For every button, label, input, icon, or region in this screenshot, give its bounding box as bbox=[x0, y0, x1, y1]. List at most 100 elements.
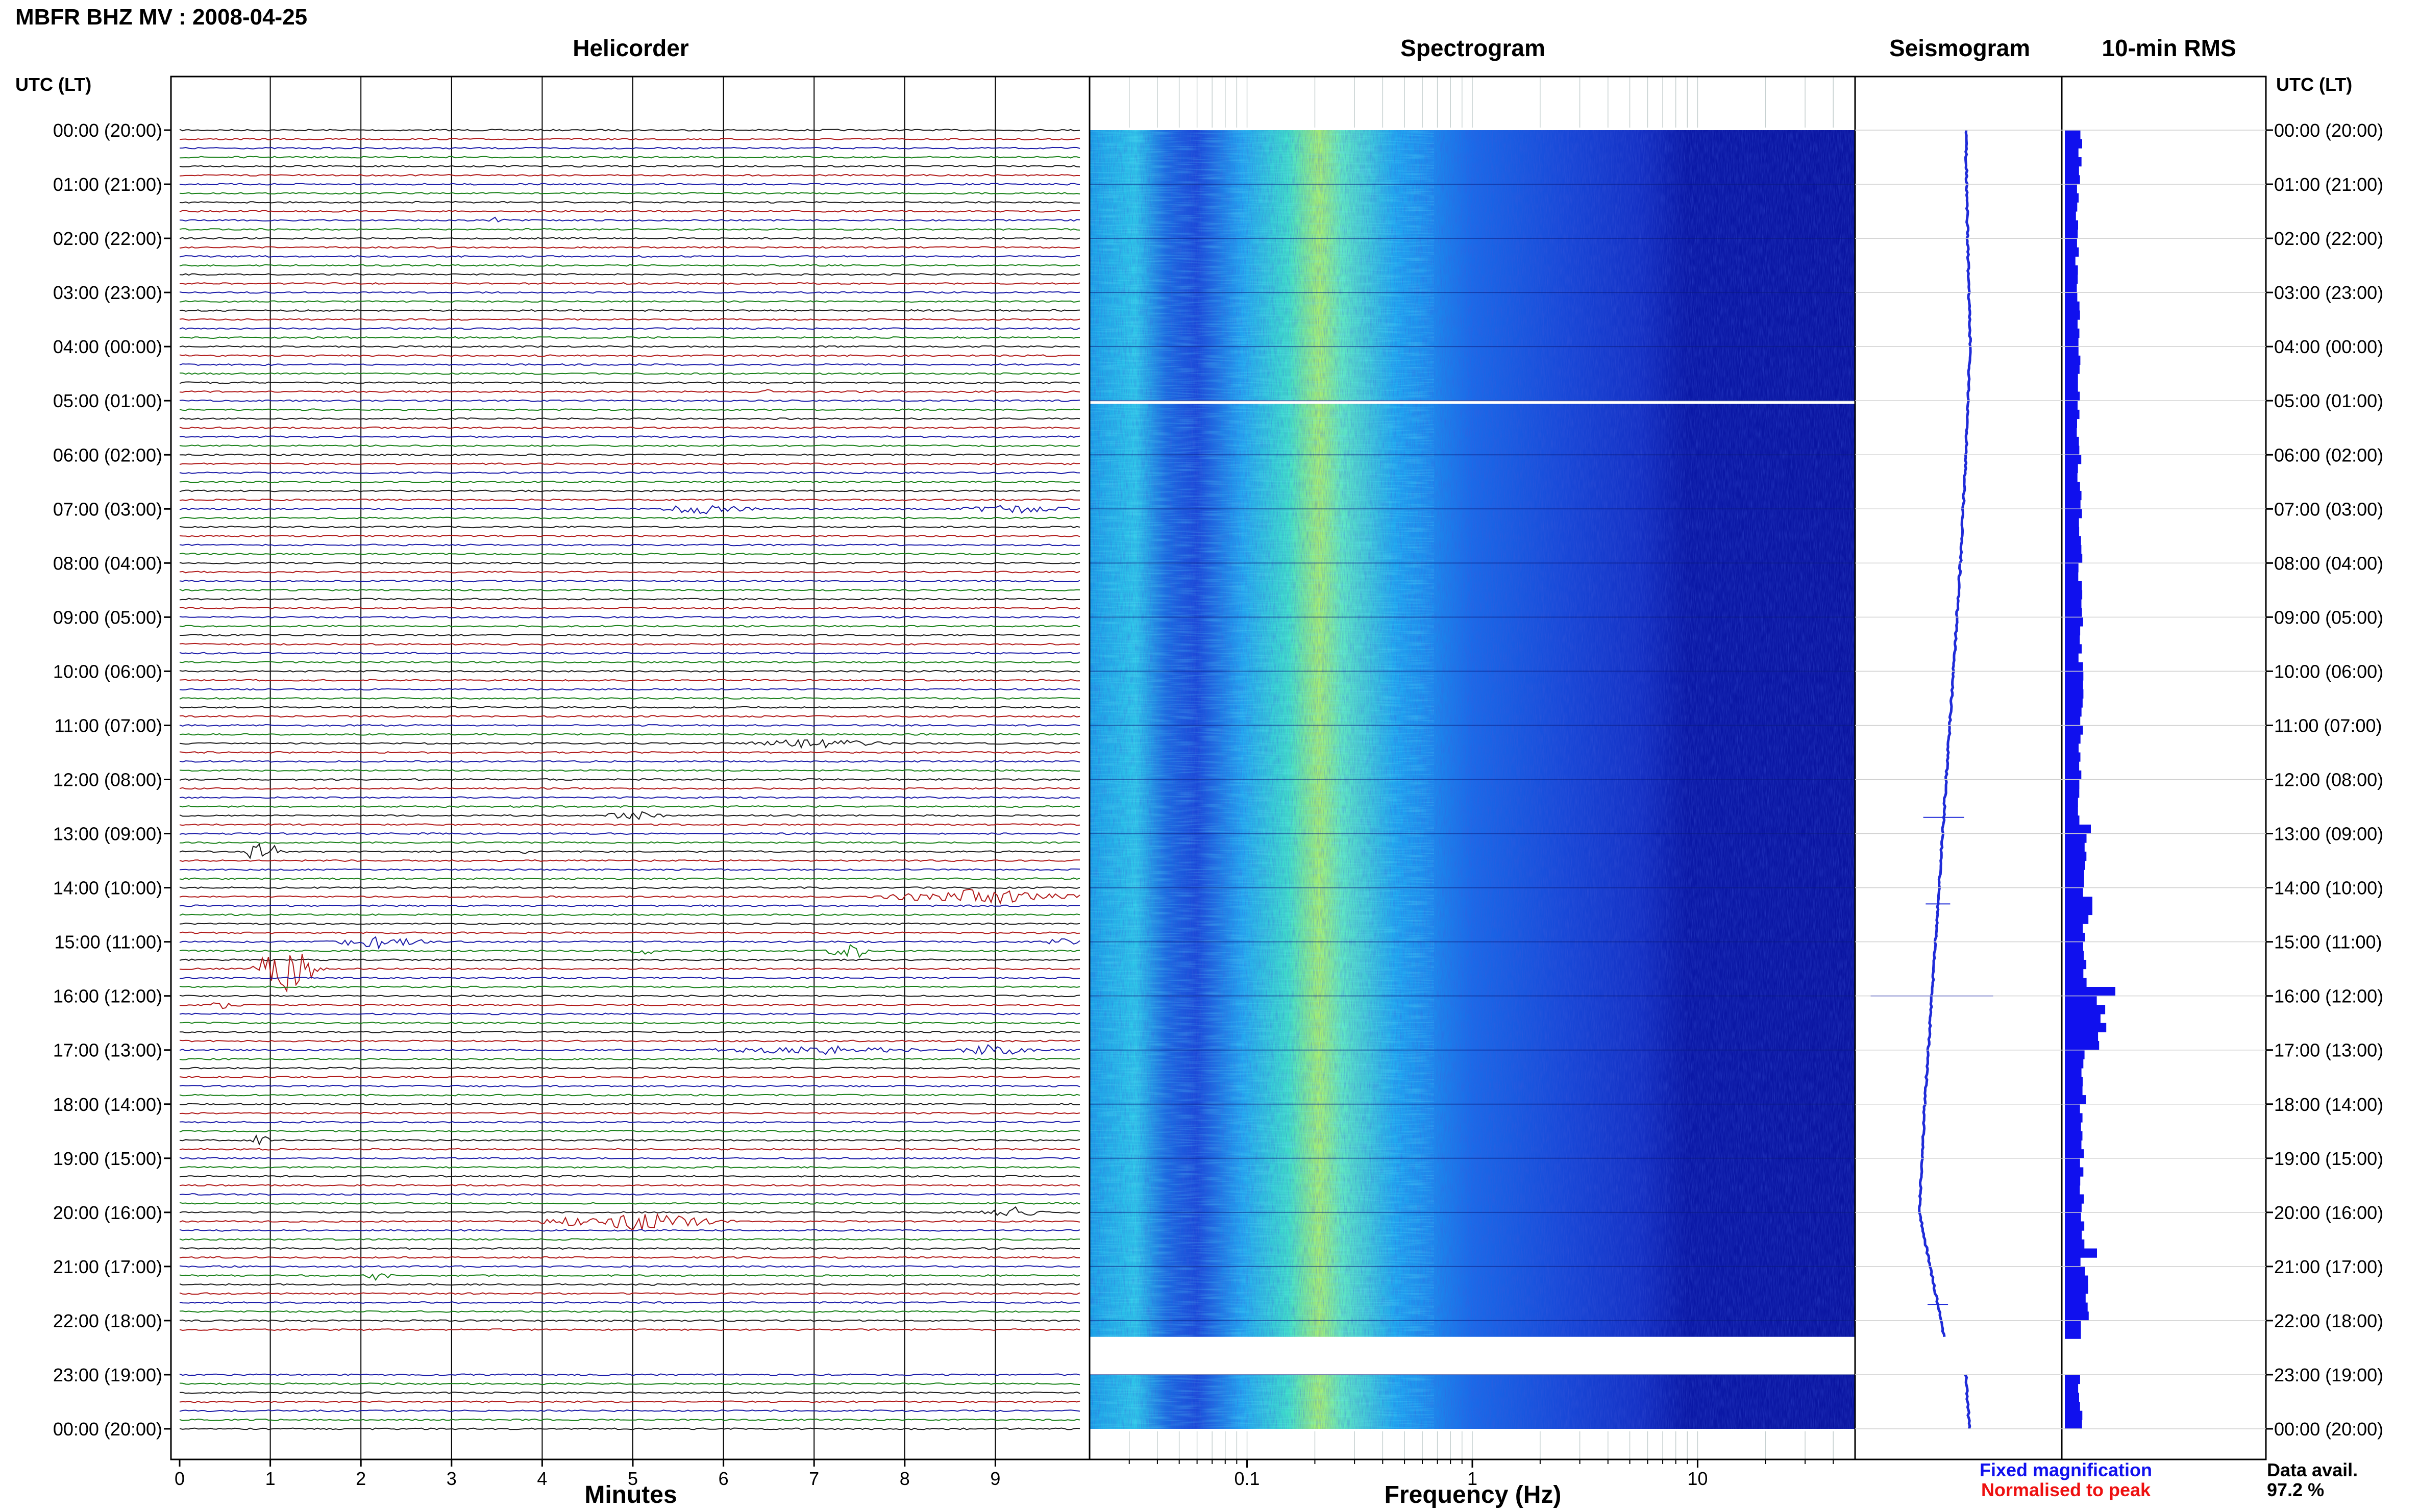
helicorder-trace bbox=[179, 336, 1080, 339]
helicorder-trace bbox=[179, 787, 1080, 790]
rms-bar bbox=[2065, 445, 2080, 455]
helicorder-trace bbox=[179, 615, 1080, 618]
rms-bar bbox=[2065, 1374, 2080, 1384]
minute-tick-label: 5 bbox=[628, 1468, 638, 1489]
rms-bar bbox=[2065, 554, 2083, 563]
y-tick-label-right: 10:00 (06:00) bbox=[2274, 661, 2383, 682]
helicorder-trace bbox=[179, 868, 1080, 871]
helicorder-trace bbox=[179, 922, 1080, 925]
spectrogram-title: Spectrogram bbox=[1400, 35, 1545, 61]
y-tick-label-right: 21:00 (17:00) bbox=[2274, 1256, 2383, 1277]
rms-bar bbox=[2065, 924, 2083, 933]
rms-bars bbox=[2065, 130, 2115, 1429]
y-tick-label-right: 20:00 (16:00) bbox=[2274, 1202, 2383, 1223]
rms-bar bbox=[2065, 1302, 2088, 1312]
helicorder-trace bbox=[179, 318, 1080, 321]
rms-title: 10-min RMS bbox=[2102, 35, 2236, 61]
rms-bar bbox=[2065, 1131, 2083, 1141]
helicorder-trace bbox=[179, 1184, 1080, 1187]
rms-bar bbox=[2065, 238, 2077, 248]
rms-bar bbox=[2065, 851, 2087, 861]
rms-bar bbox=[2065, 1383, 2079, 1393]
helicorder-trace bbox=[179, 995, 1080, 998]
helicorder-trace bbox=[179, 1265, 1080, 1268]
rms-bar bbox=[2065, 1014, 2101, 1024]
helicorder-trace bbox=[179, 1400, 1080, 1403]
helicorder-trace bbox=[179, 688, 1080, 691]
rms-bar bbox=[2065, 527, 2080, 536]
helicorder-trace bbox=[179, 1084, 1080, 1087]
rms-bar bbox=[2065, 1393, 2079, 1402]
helicorder-trace bbox=[179, 246, 1080, 249]
helicorder-trace bbox=[179, 165, 1080, 168]
helicorder-trace bbox=[180, 1030, 1080, 1033]
helicorder-trace bbox=[179, 1044, 1080, 1055]
minute-tick-label: 1 bbox=[265, 1468, 276, 1489]
rms-bar bbox=[2065, 878, 2084, 888]
rms-bar bbox=[2065, 473, 2078, 482]
helicorder-trace bbox=[179, 888, 1080, 905]
helicorder-trace bbox=[179, 1328, 1080, 1331]
minute-tick-label: 8 bbox=[900, 1468, 910, 1489]
helicorder-trace bbox=[179, 354, 1080, 357]
rms-bar bbox=[2065, 1185, 2080, 1195]
spectrogram-streaks bbox=[1090, 1374, 1434, 1429]
rms-bar bbox=[2065, 581, 2082, 590]
helicorder-trace bbox=[179, 738, 1080, 749]
y-tick-label-left: 14:00 (10:00) bbox=[53, 878, 162, 899]
y-tick-label-right: 19:00 (15:00) bbox=[2274, 1148, 2383, 1169]
rms-bar bbox=[2065, 978, 2087, 987]
frequency-axis-label: Frequency (Hz) bbox=[1385, 1481, 1562, 1508]
helicorder-trace bbox=[179, 724, 1080, 727]
helicorder-trace bbox=[179, 805, 1080, 808]
rms-bar bbox=[2065, 355, 2081, 365]
y-tick-label-left: 18:00 (14:00) bbox=[53, 1094, 162, 1115]
helicorder-trace bbox=[179, 1121, 1080, 1124]
y-tick-label-left: 09:00 (05:00) bbox=[53, 607, 162, 628]
rms-bar bbox=[2065, 1140, 2082, 1150]
seismogram-frame bbox=[1854, 76, 2063, 1460]
helicorder-trace bbox=[179, 389, 1080, 393]
rms-bar bbox=[2065, 761, 2080, 771]
seismogram-title: Seismogram bbox=[1889, 35, 2030, 61]
helicorder-trace bbox=[179, 1292, 1080, 1295]
y-tick-label-left: 02:00 (22:00) bbox=[53, 228, 162, 249]
y-tick-label-left: 22:00 (18:00) bbox=[53, 1310, 162, 1331]
rms-bar bbox=[2065, 337, 2079, 347]
y-tick-label-left: 10:00 (06:00) bbox=[53, 661, 162, 682]
helicorder-trace bbox=[179, 156, 1080, 159]
helicorder-title: Helicorder bbox=[573, 35, 689, 61]
y-tick-label-right: 22:00 (18:00) bbox=[2274, 1310, 2383, 1331]
rms-bar bbox=[2065, 1401, 2080, 1411]
y-tick-label-right: 07:00 (03:00) bbox=[2274, 499, 2383, 519]
rms-bar bbox=[2065, 1041, 2100, 1051]
helicorder-trace bbox=[179, 823, 1080, 826]
helicorder-trace bbox=[179, 1166, 1080, 1169]
helicorder-trace bbox=[179, 936, 1080, 950]
y-tick-label-right: 00:00 (20:00) bbox=[2274, 120, 2383, 141]
y-tick-label-right: 00:00 (20:00) bbox=[2274, 1419, 2383, 1440]
rms-bar bbox=[2065, 283, 2077, 293]
rms-bar bbox=[2065, 1023, 2107, 1032]
rms-bar bbox=[2065, 184, 2077, 194]
rms-bar bbox=[2065, 1149, 2084, 1159]
helicorder-trace bbox=[179, 444, 1080, 448]
rms-bar bbox=[2065, 905, 2092, 915]
rms-bar bbox=[2065, 653, 2079, 663]
helicorder-trace bbox=[179, 282, 1080, 285]
helicorder-trace bbox=[179, 1409, 1080, 1412]
helicorder-trace bbox=[179, 553, 1080, 556]
helicorder-trace bbox=[179, 489, 1080, 492]
rms-bar bbox=[2065, 436, 2079, 447]
rms-bar bbox=[2065, 833, 2087, 843]
y-tick-label-left: 00:00 (20:00) bbox=[53, 1419, 162, 1440]
rms-bar bbox=[2065, 941, 2083, 951]
helicorder-trace bbox=[179, 944, 1080, 958]
rms-bar bbox=[2065, 310, 2080, 320]
rms-bar bbox=[2065, 220, 2078, 230]
helicorder-trace bbox=[179, 760, 1080, 763]
helicorder-trace bbox=[179, 1310, 1080, 1313]
rms-bar bbox=[2065, 1311, 2089, 1321]
minute-tick-label: 4 bbox=[537, 1468, 547, 1489]
y-tick-label-right: 12:00 (08:00) bbox=[2274, 770, 2383, 790]
